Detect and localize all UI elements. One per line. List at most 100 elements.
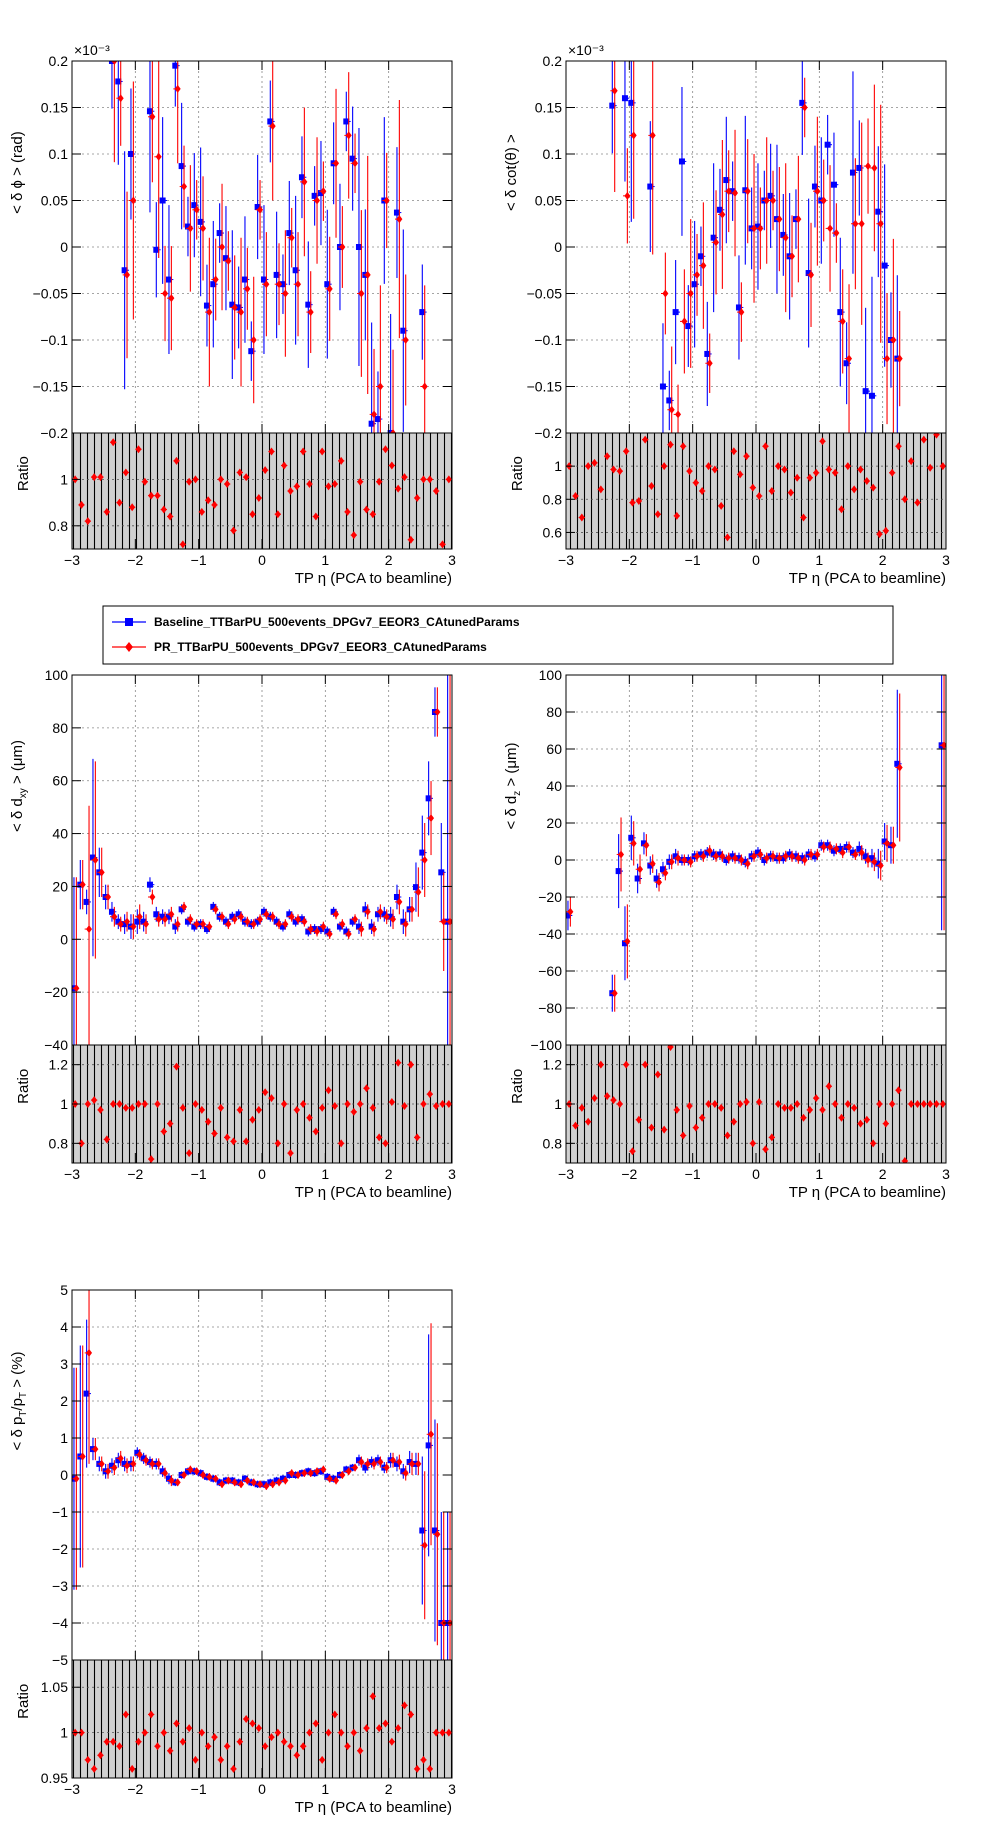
ratio-point	[97, 473, 104, 482]
x-tick-label: 0	[258, 1166, 266, 1182]
data-point-pr	[744, 187, 751, 196]
data-point-pr	[668, 405, 675, 414]
ratio-point	[705, 1100, 712, 1108]
data-point-baseline	[406, 1459, 413, 1466]
ratio-point	[179, 1103, 186, 1112]
ratio-point	[420, 1100, 427, 1108]
x-tick-label: 1	[321, 552, 329, 568]
data-point-baseline	[387, 913, 394, 920]
data-point-pr	[143, 1456, 150, 1465]
data-point-pr	[295, 280, 302, 289]
data-point-pr	[257, 205, 264, 214]
data-point-pr	[839, 317, 846, 326]
data-point-pr	[763, 854, 770, 863]
x-tick-label: 0	[258, 552, 266, 568]
ratio-point	[787, 1103, 794, 1112]
data-point-pr	[383, 196, 390, 205]
ratio-point	[914, 498, 921, 507]
data-point-pr	[79, 880, 86, 889]
ratio-point	[173, 1719, 180, 1728]
ratio-point	[167, 1119, 174, 1128]
data-point-baseline	[140, 918, 147, 925]
y-tick-label: 2	[60, 1393, 68, 1409]
data-point-pr	[687, 857, 694, 866]
ratio-point	[439, 1100, 446, 1108]
data-point-baseline	[298, 916, 305, 923]
ratio-point	[325, 482, 332, 491]
y-tick-label: 0	[60, 1467, 68, 1483]
data-point-baseline	[704, 849, 711, 856]
data-point-pr	[567, 907, 574, 916]
ratio-point	[629, 498, 636, 507]
x-tick-label: 3	[448, 1781, 456, 1797]
data-point-pr	[383, 1463, 390, 1472]
data-point-pr	[377, 382, 384, 391]
ratio-point	[312, 512, 319, 521]
data-point-pr	[168, 294, 175, 303]
ratio-point	[775, 462, 782, 471]
data-point-pr	[725, 187, 732, 196]
data-point-baseline	[210, 903, 217, 910]
ratio-point	[939, 462, 946, 471]
ratio-point	[319, 447, 326, 456]
data-point-pr	[181, 902, 188, 911]
ratio-point	[198, 507, 205, 516]
ratio-point	[648, 482, 655, 491]
ratio-point	[186, 1149, 193, 1158]
data-point-pr	[111, 912, 118, 921]
data-point-pr	[212, 1474, 219, 1483]
data-point-pr	[789, 252, 796, 261]
data-point-pr	[390, 915, 397, 924]
data-point-pr	[288, 1469, 295, 1478]
ratio-point	[414, 1764, 421, 1773]
ratio-y-tick-label: 1	[554, 458, 562, 474]
x-axis-title: TP η (PCA to beamline)	[789, 1184, 946, 1201]
series-baseline	[72, 675, 452, 1045]
data-point-pr	[858, 219, 865, 228]
data-point-baseline	[115, 1457, 122, 1464]
data-point-baseline	[754, 849, 761, 856]
data-point-baseline	[856, 164, 863, 171]
series-baseline	[108, 61, 427, 433]
data-point-pr	[326, 284, 333, 293]
ratio-point	[369, 1692, 376, 1701]
ratio-point	[129, 1103, 136, 1112]
ratio-point	[230, 1764, 237, 1773]
data-point-baseline	[305, 928, 312, 935]
ratio-point	[325, 1086, 332, 1095]
data-point-pr	[630, 839, 637, 848]
y-tick-label: −5	[52, 1652, 68, 1668]
ratio-point	[597, 1060, 604, 1069]
ratio-point	[363, 1084, 370, 1093]
data-point-pr	[795, 215, 802, 224]
data-point-baseline	[235, 304, 242, 311]
ratio-point	[806, 1105, 813, 1114]
data-point-pr	[257, 915, 264, 924]
data-point-baseline	[153, 911, 160, 918]
data-point-pr	[732, 854, 739, 863]
ratio-point	[350, 531, 357, 540]
ratio-point	[325, 1728, 332, 1737]
data-point-pr	[231, 915, 238, 924]
ratio-point	[249, 1115, 256, 1124]
data-point-baseline	[355, 923, 362, 930]
ratio-point	[718, 501, 725, 510]
ratio-point	[908, 457, 915, 466]
data-point-pr	[649, 859, 656, 868]
legend-marker-baseline	[125, 618, 133, 626]
data-point-pr	[174, 1478, 181, 1487]
data-point-baseline	[260, 1481, 267, 1488]
data-point-pr	[624, 937, 631, 946]
data-point-baseline	[216, 1479, 223, 1486]
data-point-pr	[738, 308, 745, 317]
data-point-pr	[238, 1480, 245, 1489]
ratio-point	[806, 473, 813, 482]
data-point-pr	[282, 289, 289, 298]
data-point-baseline	[862, 388, 869, 395]
data-point-pr	[73, 984, 80, 993]
ratio-point	[160, 1728, 167, 1737]
ratio-point	[110, 1100, 117, 1108]
ratio-point	[901, 495, 908, 504]
data-point-pr	[377, 1458, 384, 1467]
data-point-baseline	[818, 842, 825, 849]
